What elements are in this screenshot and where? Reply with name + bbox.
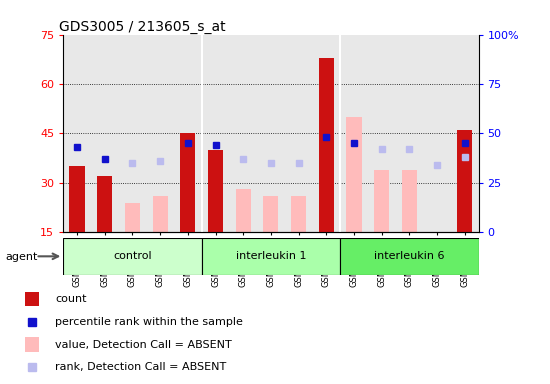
Text: interleukin 1: interleukin 1	[235, 251, 306, 262]
Bar	[208, 150, 223, 232]
Text: count: count	[55, 294, 86, 304]
Text: percentile rank within the sample: percentile rank within the sample	[55, 317, 243, 327]
Bar	[25, 338, 39, 352]
Bar	[291, 196, 306, 232]
Bar	[374, 170, 389, 232]
Bar	[152, 196, 168, 232]
Text: agent: agent	[6, 252, 38, 262]
Text: control: control	[113, 251, 152, 262]
Text: rank, Detection Call = ABSENT: rank, Detection Call = ABSENT	[55, 362, 226, 372]
Bar	[180, 134, 195, 232]
Bar	[346, 117, 361, 232]
Bar	[457, 130, 472, 232]
Bar	[430, 232, 444, 239]
Bar	[202, 238, 340, 275]
Bar	[97, 176, 112, 232]
Bar	[63, 238, 202, 275]
Bar	[235, 189, 251, 232]
Bar	[402, 170, 417, 232]
Bar	[340, 238, 478, 275]
Text: GDS3005 / 213605_s_at: GDS3005 / 213605_s_at	[59, 20, 226, 33]
Text: interleukin 6: interleukin 6	[374, 251, 444, 262]
Bar	[25, 292, 39, 306]
Text: value, Detection Call = ABSENT: value, Detection Call = ABSENT	[55, 339, 232, 349]
Bar	[263, 196, 278, 232]
Bar	[125, 203, 140, 232]
Bar	[69, 166, 85, 232]
Bar	[318, 58, 334, 232]
